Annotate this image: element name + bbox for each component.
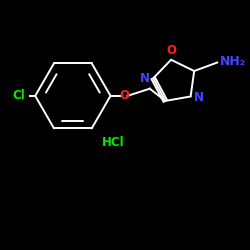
Text: NH₂: NH₂ [220,55,246,68]
Text: Cl: Cl [12,89,25,102]
Text: O: O [120,89,130,102]
Text: N: N [194,91,203,104]
Text: HCl: HCl [102,136,125,148]
Text: O: O [166,44,176,57]
Text: N: N [140,72,150,85]
